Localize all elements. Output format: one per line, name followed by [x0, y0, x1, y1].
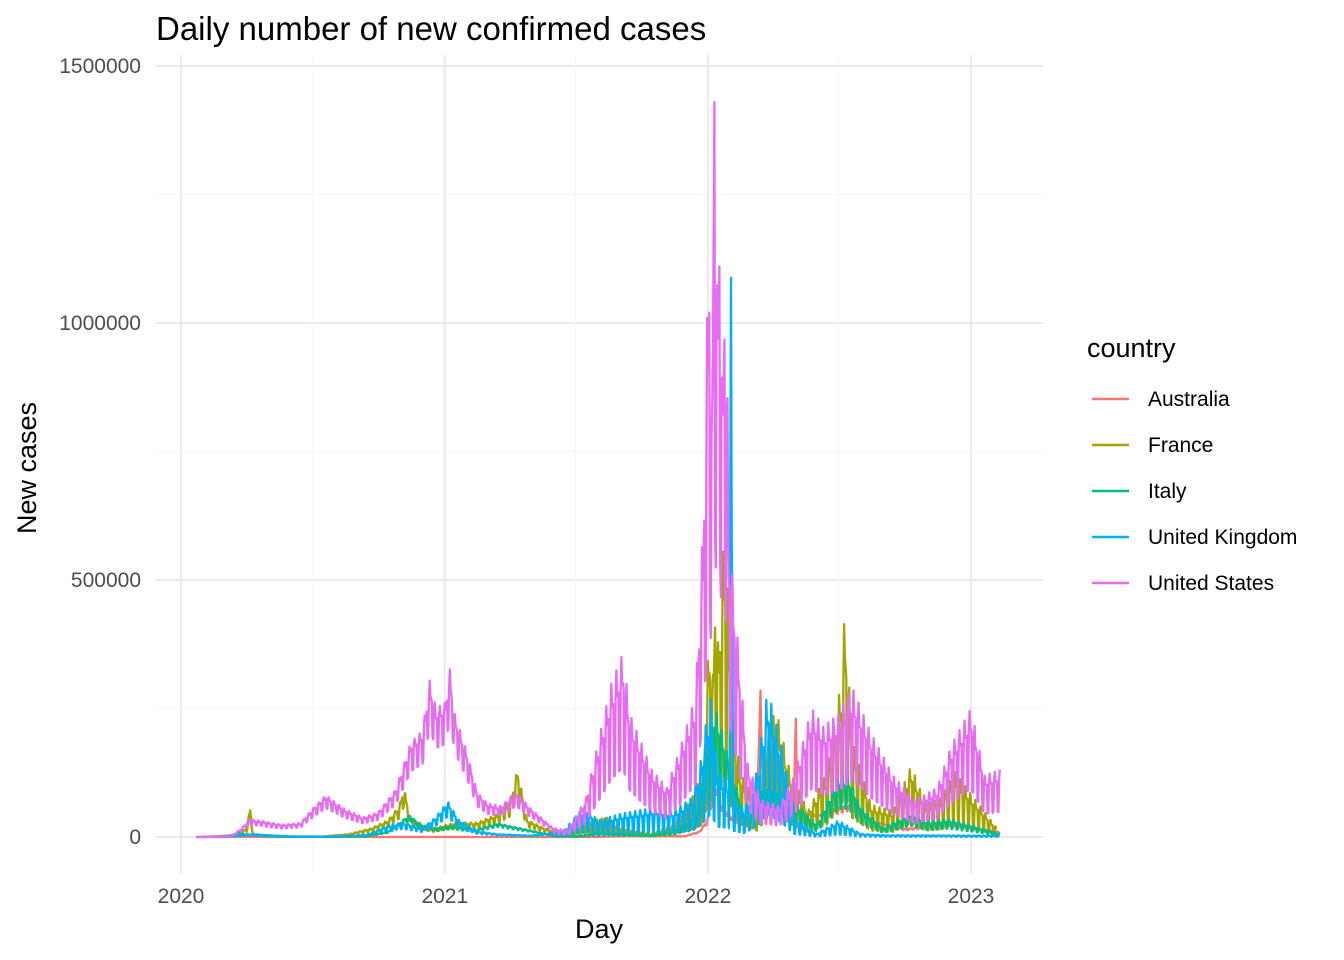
y-tick-label: 500000 — [71, 569, 141, 592]
legend-label: United States — [1148, 572, 1274, 595]
y-axis-title: New cases — [12, 402, 42, 534]
x-tick-label: 2020 — [158, 885, 205, 908]
legend-label: Australia — [1148, 388, 1230, 411]
legend: country Australia France Italy United Kingd… — [1087, 333, 1297, 595]
series-line-united-states — [195, 100, 1001, 839]
series-layer — [195, 100, 1001, 839]
series-line-united-kingdom — [202, 276, 1001, 839]
legend-label: United Kingdom — [1148, 526, 1297, 549]
y-tick-label: 0 — [129, 826, 141, 849]
legend-label: Italy — [1148, 480, 1187, 503]
y-tick-label: 1000000 — [59, 312, 141, 335]
x-axis-title: Day — [575, 914, 624, 944]
legend-title: country — [1087, 333, 1176, 363]
legend-items: Australia France Italy United Kingdom United… — [1092, 388, 1297, 595]
x-tick-label: 2021 — [421, 885, 468, 908]
chart-title: Daily number of new confirmed cases — [156, 10, 706, 47]
y-tick-label: 1500000 — [59, 55, 141, 78]
tick-layer: 0 500000 1000000 1500000 2020 2021 2022 2023 — [59, 55, 994, 908]
x-tick-label: 2022 — [685, 885, 732, 908]
legend-label: France — [1148, 434, 1213, 457]
x-tick-label: 2023 — [948, 885, 995, 908]
